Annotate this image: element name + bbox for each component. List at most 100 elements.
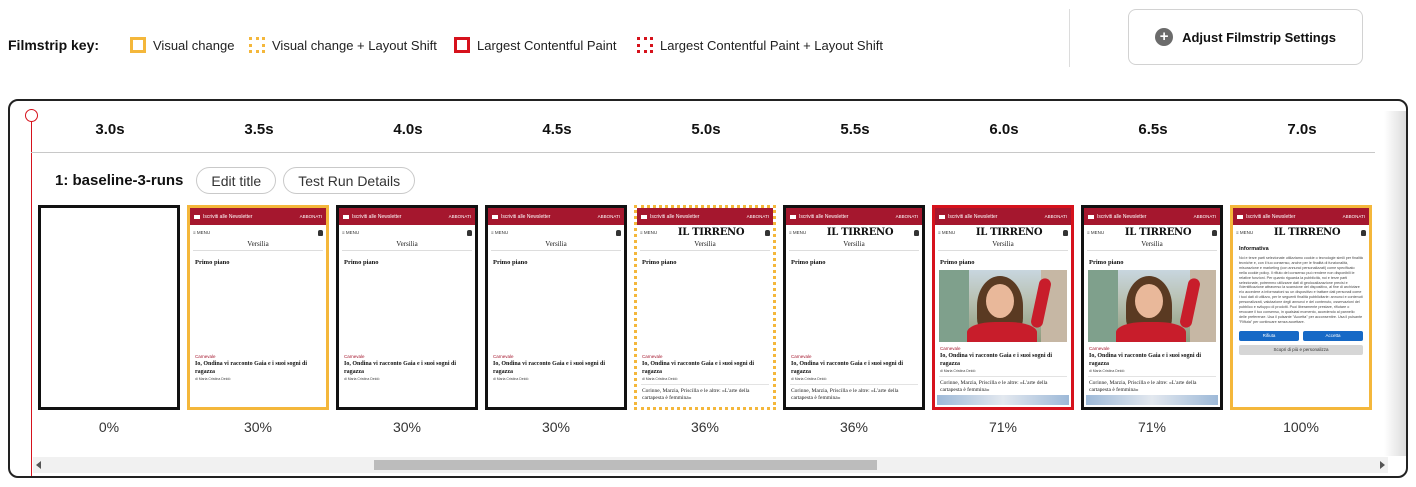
mini-section-title: Versilia — [193, 240, 323, 251]
filmstrip-frame[interactable]: Iscriviti alle Newsletter ABBONATI ≡ MEN… — [187, 205, 329, 410]
visual-progress-label: 30% — [541, 419, 571, 435]
filmstrip-frame[interactable]: Iscriviti alle Newsletter ABBONATI ≡ MEN… — [783, 205, 925, 410]
mini-related-link: Corinne, Marzia, Priscilla e le altre: «… — [1089, 380, 1197, 393]
menu-icon: ≡ MENU — [640, 230, 658, 235]
scroll-right-arrow-icon[interactable] — [1380, 461, 1385, 469]
mini-subscribe-label: ABBONATI — [1342, 214, 1365, 219]
mini-menu-label: MENU — [792, 230, 807, 235]
mini-top-bar: Iscriviti alle Newsletter ABBONATI — [637, 208, 773, 225]
mini-section-title: Versilia — [938, 240, 1068, 251]
time-label: 3.0s — [95, 121, 125, 138]
visual-progress-label: 71% — [1137, 419, 1167, 435]
adjust-filmstrip-settings-label: Adjust Filmstrip Settings — [1182, 29, 1336, 45]
filmstrip-panel: 3.0s 3.5s 4.0s 4.5s 5.0s 5.5s 6.0s 6.5s … — [8, 99, 1408, 478]
menu-icon: ≡ MENU — [789, 230, 807, 235]
mini-section-title: Versilia — [789, 240, 919, 251]
mini-newsletter-label: Iscriviti alle Newsletter — [948, 213, 998, 220]
horizontal-scrollbar[interactable] — [33, 457, 1388, 473]
mini-author: di Maria Cristina Deidò — [642, 377, 678, 381]
mini-subscribe-label: ABBONATI — [597, 214, 620, 219]
mini-headline: Io, Ondina vi racconto Gaia e i suoi sog… — [493, 361, 606, 375]
mini-author: di Maria Cristina Deidò — [791, 377, 827, 381]
user-icon — [318, 229, 323, 236]
mini-category: Carnevale — [791, 354, 812, 359]
key-item-label: Visual change — [153, 37, 235, 53]
scroll-fade — [1384, 111, 1406, 456]
mini-header: ≡ MENU — [488, 225, 624, 240]
scrollbar-thumb[interactable] — [374, 460, 877, 470]
mini-logo: IL TIRRENO — [1273, 227, 1341, 238]
time-label: 6.5s — [1138, 121, 1168, 138]
mini-section-title: Versilia — [1087, 240, 1217, 251]
key-visual-change-layout-shift: Visual change + Layout Shift — [249, 37, 437, 53]
run-title: 1: baseline-3-runs — [55, 172, 184, 189]
mini-menu-label: MENU — [941, 230, 956, 235]
timeline-marker-handle[interactable] — [25, 109, 38, 122]
user-icon — [467, 229, 472, 236]
scroll-left-arrow-icon[interactable] — [36, 461, 41, 469]
mini-article-photo — [1088, 270, 1216, 342]
visual-progress-label: 30% — [392, 419, 422, 435]
envelope-icon — [1237, 214, 1243, 219]
consent-accept-button: Accetta — [1303, 330, 1363, 341]
key-visual-change: Visual change — [130, 37, 234, 53]
mini-headline: Io, Ondina vi racconto Gaia e i suoi sog… — [195, 361, 308, 375]
envelope-icon — [194, 214, 200, 219]
filmstrip-frame[interactable]: Iscriviti alle Newsletter ABBONATI ≡ MEN… — [336, 205, 478, 410]
menu-icon: ≡ MENU — [193, 230, 211, 235]
filmstrip-frame[interactable]: Iscriviti alle Newsletter ABBONATI ≡ MEN… — [1230, 205, 1372, 410]
mini-consent-dialog: Informativa Noi e terze parti selezionat… — [1233, 240, 1369, 355]
run-header: 1: baseline-3-runs Edit title Test Run D… — [55, 167, 422, 194]
mini-subscribe-label: ABBONATI — [1044, 214, 1067, 219]
filmstrip-frame[interactable] — [38, 205, 180, 410]
mini-headline: Io, Ondina vi racconto Gaia e i suoi sog… — [344, 361, 457, 375]
mini-newsletter-label: Iscriviti alle Newsletter — [352, 213, 402, 220]
mini-menu-label: MENU — [494, 230, 509, 235]
mini-author: di Maria Cristina Deidò — [1089, 369, 1125, 373]
mini-headline: Io, Ondina vi racconto Gaia e i suoi sog… — [642, 361, 755, 375]
menu-icon: ≡ MENU — [1087, 230, 1105, 235]
mini-headline: Io, Ondina vi racconto Gaia e i suoi sog… — [791, 361, 904, 375]
key-largest-contentful-paint: Largest Contentful Paint — [454, 37, 616, 53]
filmstrip-frame[interactable]: Iscriviti alle Newsletter ABBONATI ≡ MEN… — [485, 205, 627, 410]
test-run-details-button[interactable]: Test Run Details — [283, 167, 416, 194]
mini-top-bar: Iscriviti alle Newsletter ABBONATI — [1084, 208, 1220, 225]
mini-headline: Io, Ondina vi racconto Gaia e i suoi sog… — [940, 353, 1053, 367]
mini-header: ≡ MENU IL TIRRENO — [1084, 225, 1220, 240]
consent-reject-button: Rifiuta — [1239, 330, 1299, 341]
mini-primo-piano: Primo piano — [791, 259, 826, 266]
menu-icon: ≡ MENU — [938, 230, 956, 235]
mini-menu-label: MENU — [345, 230, 360, 235]
mini-logo: IL TIRRENO — [677, 227, 745, 238]
envelope-icon — [1088, 214, 1094, 219]
consent-more-button: Scopri di più e personalizza — [1239, 344, 1363, 355]
filmstrip-frame[interactable]: Iscriviti alle Newsletter ABBONATI ≡ MEN… — [634, 205, 776, 410]
key-item-label: Largest Contentful Paint + Layout Shift — [660, 37, 883, 53]
mini-subscribe-label: ABBONATI — [299, 214, 322, 219]
mini-primo-piano: Primo piano — [1089, 259, 1124, 266]
mini-logo: IL TIRRENO — [1124, 227, 1192, 238]
mini-section-title: Versilia — [342, 240, 472, 251]
mini-category: Carnevale — [195, 354, 216, 359]
mini-article-photo — [939, 270, 1067, 342]
timeline-marker-line[interactable] — [31, 109, 32, 476]
envelope-icon — [343, 214, 349, 219]
edit-title-button[interactable]: Edit title — [196, 167, 277, 194]
menu-icon: ≡ MENU — [342, 230, 360, 235]
filmstrip-frame[interactable]: Iscriviti alle Newsletter ABBONATI ≡ MEN… — [1081, 205, 1223, 410]
mini-header: ≡ MENU IL TIRRENO — [786, 225, 922, 240]
adjust-filmstrip-settings-button[interactable]: + Adjust Filmstrip Settings — [1128, 9, 1363, 65]
mini-primo-piano: Primo piano — [642, 259, 677, 266]
visual-progress-label: 30% — [243, 419, 273, 435]
mini-related-link: Corinne, Marzia, Priscilla e le altre: «… — [642, 388, 750, 401]
filmstrip-frame[interactable]: Iscriviti alle Newsletter ABBONATI ≡ MEN… — [932, 205, 1074, 410]
lcp-layout-shift-swatch — [637, 37, 653, 53]
mini-newsletter-label: Iscriviti alle Newsletter — [650, 213, 700, 220]
consent-title: Informativa — [1239, 246, 1269, 252]
mini-newsletter-label: Iscriviti alle Newsletter — [203, 213, 253, 220]
mini-top-bar: Iscriviti alle Newsletter ABBONATI — [488, 208, 624, 225]
menu-icon: ≡ MENU — [491, 230, 509, 235]
mini-section-title: Versilia — [491, 240, 621, 251]
mini-primo-piano: Primo piano — [940, 259, 975, 266]
mini-subscribe-label: ABBONATI — [1193, 214, 1216, 219]
